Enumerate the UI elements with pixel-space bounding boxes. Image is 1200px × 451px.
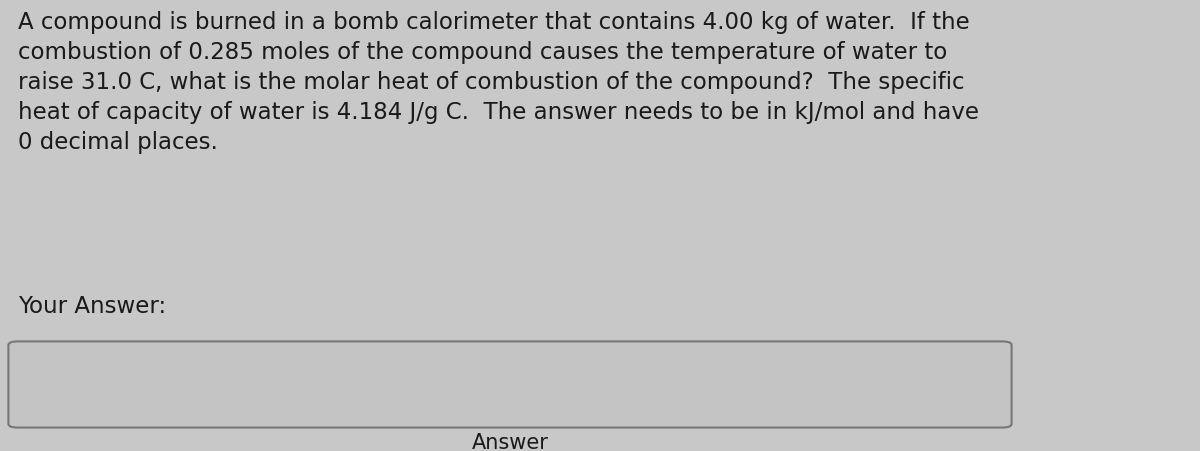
FancyBboxPatch shape — [8, 341, 1012, 428]
Text: A compound is burned in a bomb calorimeter that contains 4.00 kg of water.  If t: A compound is burned in a bomb calorimet… — [18, 11, 979, 154]
Text: Answer: Answer — [472, 433, 548, 451]
Text: Your Answer:: Your Answer: — [18, 295, 166, 318]
